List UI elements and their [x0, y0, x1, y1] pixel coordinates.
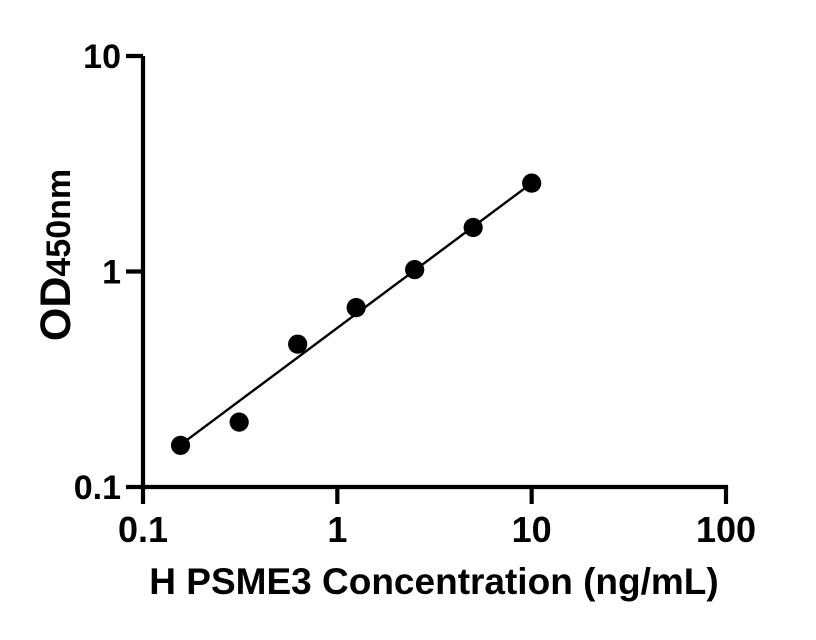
data-points — [170, 173, 542, 455]
x-axis-tick-labels: 0.1 1 10 100 — [118, 509, 756, 550]
y-axis-title-sub: 450nm — [40, 169, 78, 277]
y-tick-label: 1 — [102, 254, 121, 292]
data-point — [170, 435, 191, 455]
x-axis-ticks — [140, 487, 729, 504]
data-point — [288, 334, 308, 354]
y-tick-label: 0.1 — [74, 469, 121, 507]
y-axis-ticks — [126, 53, 143, 490]
x-tick-label: 0.1 — [118, 509, 168, 550]
y-axis-title: OD450nm — [32, 169, 80, 341]
x-axis-title: H PSME3 Concentration (ng/mL) — [149, 561, 718, 602]
data-point — [405, 260, 425, 280]
data-point — [229, 412, 249, 432]
y-tick-label: 10 — [83, 38, 121, 76]
x-tick-label: 1 — [327, 509, 347, 550]
data-point — [522, 173, 542, 193]
y-axis-tick-labels: 0.1 1 10 — [74, 38, 121, 507]
x-tick-label: 10 — [512, 509, 552, 550]
data-point — [463, 217, 483, 238]
data-point — [346, 297, 366, 318]
y-axis-title-main: OD — [32, 277, 80, 342]
x-tick-label: 100 — [696, 509, 756, 550]
